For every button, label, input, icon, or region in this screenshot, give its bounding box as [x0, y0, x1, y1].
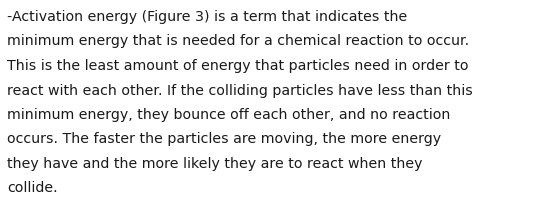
Text: This is the least amount of energy that particles need in order to: This is the least amount of energy that …	[7, 59, 469, 73]
Text: occurs. The faster the particles are moving, the more energy: occurs. The faster the particles are mov…	[7, 133, 441, 147]
Text: react with each other. If the colliding particles have less than this: react with each other. If the colliding …	[7, 84, 473, 98]
Text: minimum energy, they bounce off each other, and no reaction: minimum energy, they bounce off each oth…	[7, 108, 450, 122]
Text: -Activation energy (Figure 3) is a term that indicates the: -Activation energy (Figure 3) is a term …	[7, 10, 407, 24]
Text: minimum energy that is needed for a chemical reaction to occur.: minimum energy that is needed for a chem…	[7, 34, 469, 48]
Text: they have and the more likely they are to react when they: they have and the more likely they are t…	[7, 157, 422, 171]
Text: collide.: collide.	[7, 181, 57, 195]
